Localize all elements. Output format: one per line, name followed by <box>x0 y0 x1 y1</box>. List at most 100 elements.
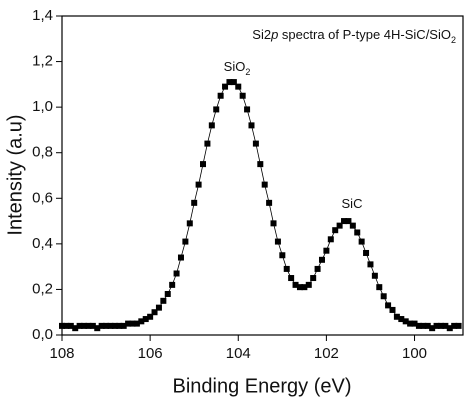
data-point <box>407 320 414 327</box>
data-point <box>363 249 370 256</box>
x-axis-title: Binding Energy (eV) <box>173 375 352 397</box>
y-tick-label: 0,2 <box>32 280 53 297</box>
data-point <box>398 316 405 323</box>
data-point <box>389 306 396 313</box>
plot-frame <box>61 15 464 336</box>
data-point <box>371 272 378 279</box>
y-tick-label: 1,0 <box>32 98 53 115</box>
data-point <box>72 325 79 332</box>
data-point <box>283 265 290 272</box>
data-point <box>63 322 70 329</box>
data-point <box>239 92 246 99</box>
data-point <box>266 199 273 206</box>
data-point <box>186 220 193 227</box>
data-point <box>107 322 114 329</box>
y-tick-label: 1,2 <box>32 53 53 70</box>
x-tick-label: 102 <box>314 345 339 362</box>
data-point <box>437 322 444 329</box>
data-line <box>62 81 459 329</box>
data-point <box>67 322 74 329</box>
data-point <box>252 140 259 147</box>
data-point <box>323 247 330 254</box>
data-point <box>213 106 220 113</box>
data-point <box>270 220 277 227</box>
data-point <box>380 293 387 300</box>
data-point <box>446 325 453 332</box>
data-point <box>310 275 317 282</box>
data-point <box>138 318 145 325</box>
data-point <box>402 318 409 325</box>
data-point <box>151 309 158 316</box>
x-tick-label: 108 <box>49 345 74 362</box>
x-tick-label: 104 <box>226 345 251 362</box>
annotation-part: SiC <box>342 196 363 211</box>
y-tick-label: 1,4 <box>32 7 53 24</box>
data-point <box>222 83 229 90</box>
data-point <box>336 222 343 229</box>
y-tick-label: 0,6 <box>32 189 53 206</box>
data-point <box>147 313 154 320</box>
data-point <box>244 106 251 113</box>
data-point <box>235 83 242 90</box>
data-point <box>455 322 462 329</box>
data-point <box>164 290 171 297</box>
data-point <box>204 140 211 147</box>
data-point <box>257 161 264 168</box>
data-point <box>288 275 295 282</box>
data-point <box>433 322 440 329</box>
data-point <box>81 322 88 329</box>
data-point <box>349 222 356 229</box>
data-point <box>429 325 436 332</box>
data-point <box>415 322 422 329</box>
data-point <box>385 302 392 309</box>
data-point <box>208 122 215 129</box>
annotation: SiC <box>342 196 363 211</box>
data-point <box>59 322 65 329</box>
data-point <box>248 122 255 129</box>
y-tick-label: 0,0 <box>32 326 53 343</box>
data-point <box>411 320 418 327</box>
data-point <box>191 199 198 206</box>
data-point <box>103 322 110 329</box>
data-point <box>76 322 83 329</box>
data-point <box>358 238 365 245</box>
data-point <box>292 281 299 288</box>
data-point <box>332 227 339 234</box>
data-point <box>301 284 308 291</box>
data-point <box>142 316 149 323</box>
data-point <box>177 254 184 261</box>
data-point <box>129 320 136 327</box>
data-point <box>274 238 281 245</box>
data-point <box>314 265 321 272</box>
data-point <box>354 229 361 236</box>
data-point <box>182 238 189 245</box>
title-part: p <box>270 27 278 42</box>
x-tick-label: 100 <box>402 345 427 362</box>
data-point <box>230 79 237 86</box>
y-tick-label: 0,4 <box>32 235 53 252</box>
data-point <box>160 297 167 304</box>
data-point <box>173 270 180 277</box>
data-point <box>120 322 127 329</box>
data-point <box>367 261 374 268</box>
data-point <box>133 320 140 327</box>
data-point <box>111 322 118 329</box>
data-point <box>125 320 132 327</box>
y-axis-title: Intensity (a.u) <box>4 114 26 235</box>
data-point <box>155 304 162 311</box>
data-point <box>98 322 105 329</box>
data-point <box>261 181 268 188</box>
data-point <box>169 281 176 288</box>
data-point <box>195 181 202 188</box>
x-tick-label: 106 <box>138 345 163 362</box>
data-point <box>296 284 303 291</box>
data-point <box>318 256 325 263</box>
annotation-part: SiO <box>224 59 246 74</box>
data-point <box>345 218 352 225</box>
data-point <box>420 322 427 329</box>
data-point <box>393 313 400 320</box>
data-point <box>451 322 458 329</box>
data-point <box>226 79 233 86</box>
